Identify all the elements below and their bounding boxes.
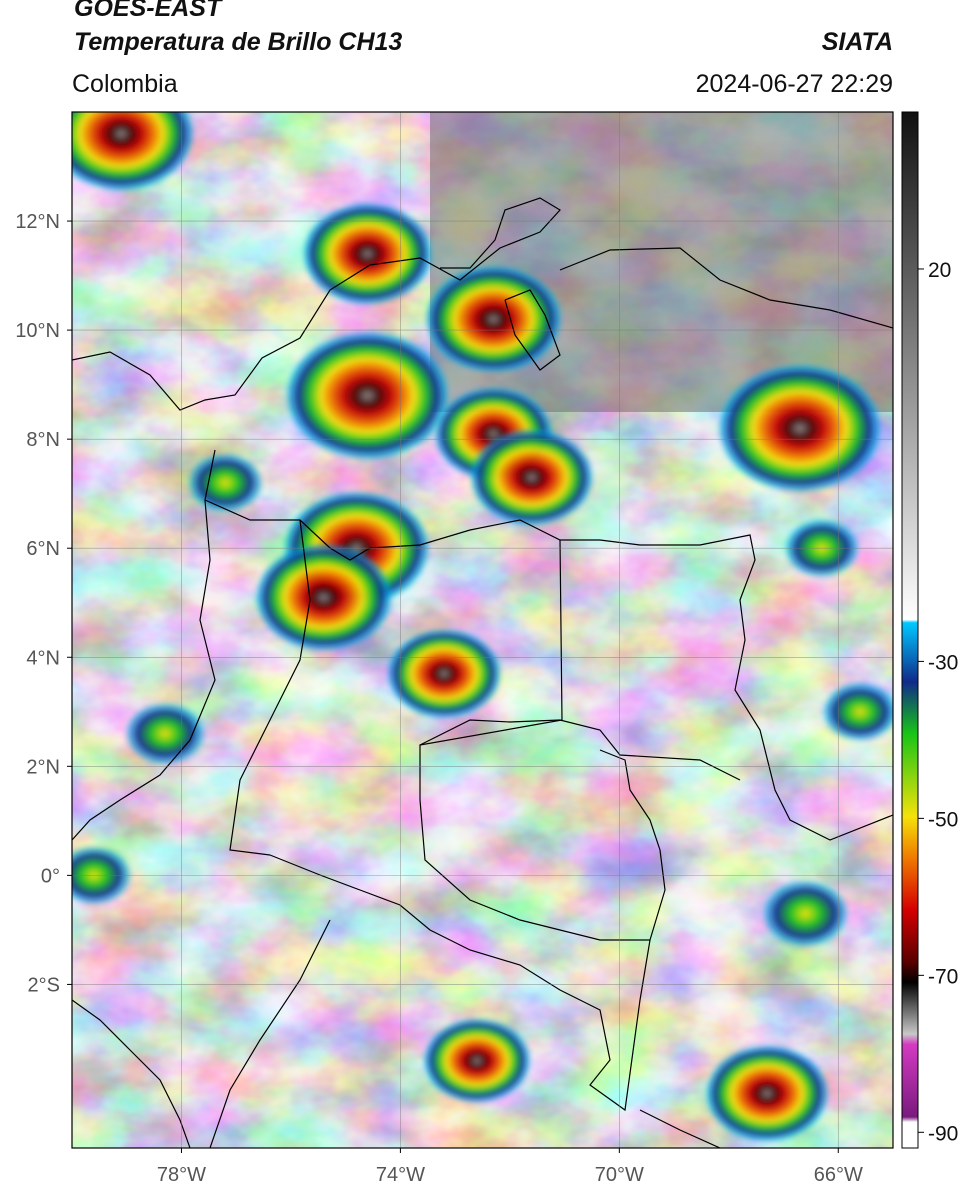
map-gridlines xyxy=(72,112,893,1148)
source-label: SIATA xyxy=(821,28,893,56)
colorbar-ticks: 20 -30 -50 -70 -90 xyxy=(918,259,958,1145)
lat-tick-label: 10°N xyxy=(15,320,60,342)
lat-tick-label: 2°S xyxy=(28,974,60,996)
colorbar-tick-label: -70 xyxy=(928,965,958,988)
latitude-axis: 12°N 10°N 8°N 6°N 4°N 2°N 0° 2°S xyxy=(15,211,72,996)
lon-tick-label: 66°W xyxy=(814,1164,863,1186)
colorbar xyxy=(901,111,919,1149)
region-label: Colombia xyxy=(72,70,178,98)
colorbar-tick-label: -30 xyxy=(928,651,958,674)
convective-cells xyxy=(72,112,893,1141)
convective-cell xyxy=(823,683,893,741)
convective-cell xyxy=(303,203,432,304)
product-title: Temperatura de Brillo CH13 xyxy=(74,28,403,56)
political-borders xyxy=(72,197,893,1148)
convective-cell xyxy=(72,112,193,190)
lat-tick-label: 4°N xyxy=(26,647,60,669)
convective-cell xyxy=(706,1046,828,1141)
lat-tick-label: 8°N xyxy=(26,429,60,451)
convective-cell xyxy=(126,703,204,764)
lon-tick-label: 78°W xyxy=(157,1164,206,1186)
lat-tick-label: 2°N xyxy=(26,756,60,778)
convective-cell xyxy=(426,266,561,372)
lat-tick-label: 6°N xyxy=(26,538,60,560)
longitude-axis: 78°W 74°W 70°W 66°W xyxy=(157,1148,863,1186)
ir-imagery xyxy=(72,112,893,1148)
colorbar-tick-label: -90 xyxy=(928,1122,958,1145)
lat-tick-label: 12°N xyxy=(15,211,60,233)
convective-cell xyxy=(387,629,501,718)
convective-cell xyxy=(287,332,449,459)
lat-tick-label: 0° xyxy=(41,865,60,887)
datetime-label: 2024-06-27 22:29 xyxy=(695,70,893,98)
colorbar-tick-label: -50 xyxy=(928,808,958,831)
convective-cell xyxy=(471,429,593,525)
lon-tick-label: 74°W xyxy=(376,1164,425,1186)
convective-cell xyxy=(424,1019,530,1103)
convective-cell xyxy=(719,365,881,492)
map-frame xyxy=(71,111,894,1149)
colorbar-tick-label: 20 xyxy=(928,259,951,282)
satellite-title: GOES-EAST xyxy=(74,0,222,22)
lon-tick-label: 70°W xyxy=(595,1164,644,1186)
convective-cell xyxy=(256,544,392,650)
convective-cell xyxy=(763,880,848,947)
convective-cell xyxy=(188,454,262,512)
